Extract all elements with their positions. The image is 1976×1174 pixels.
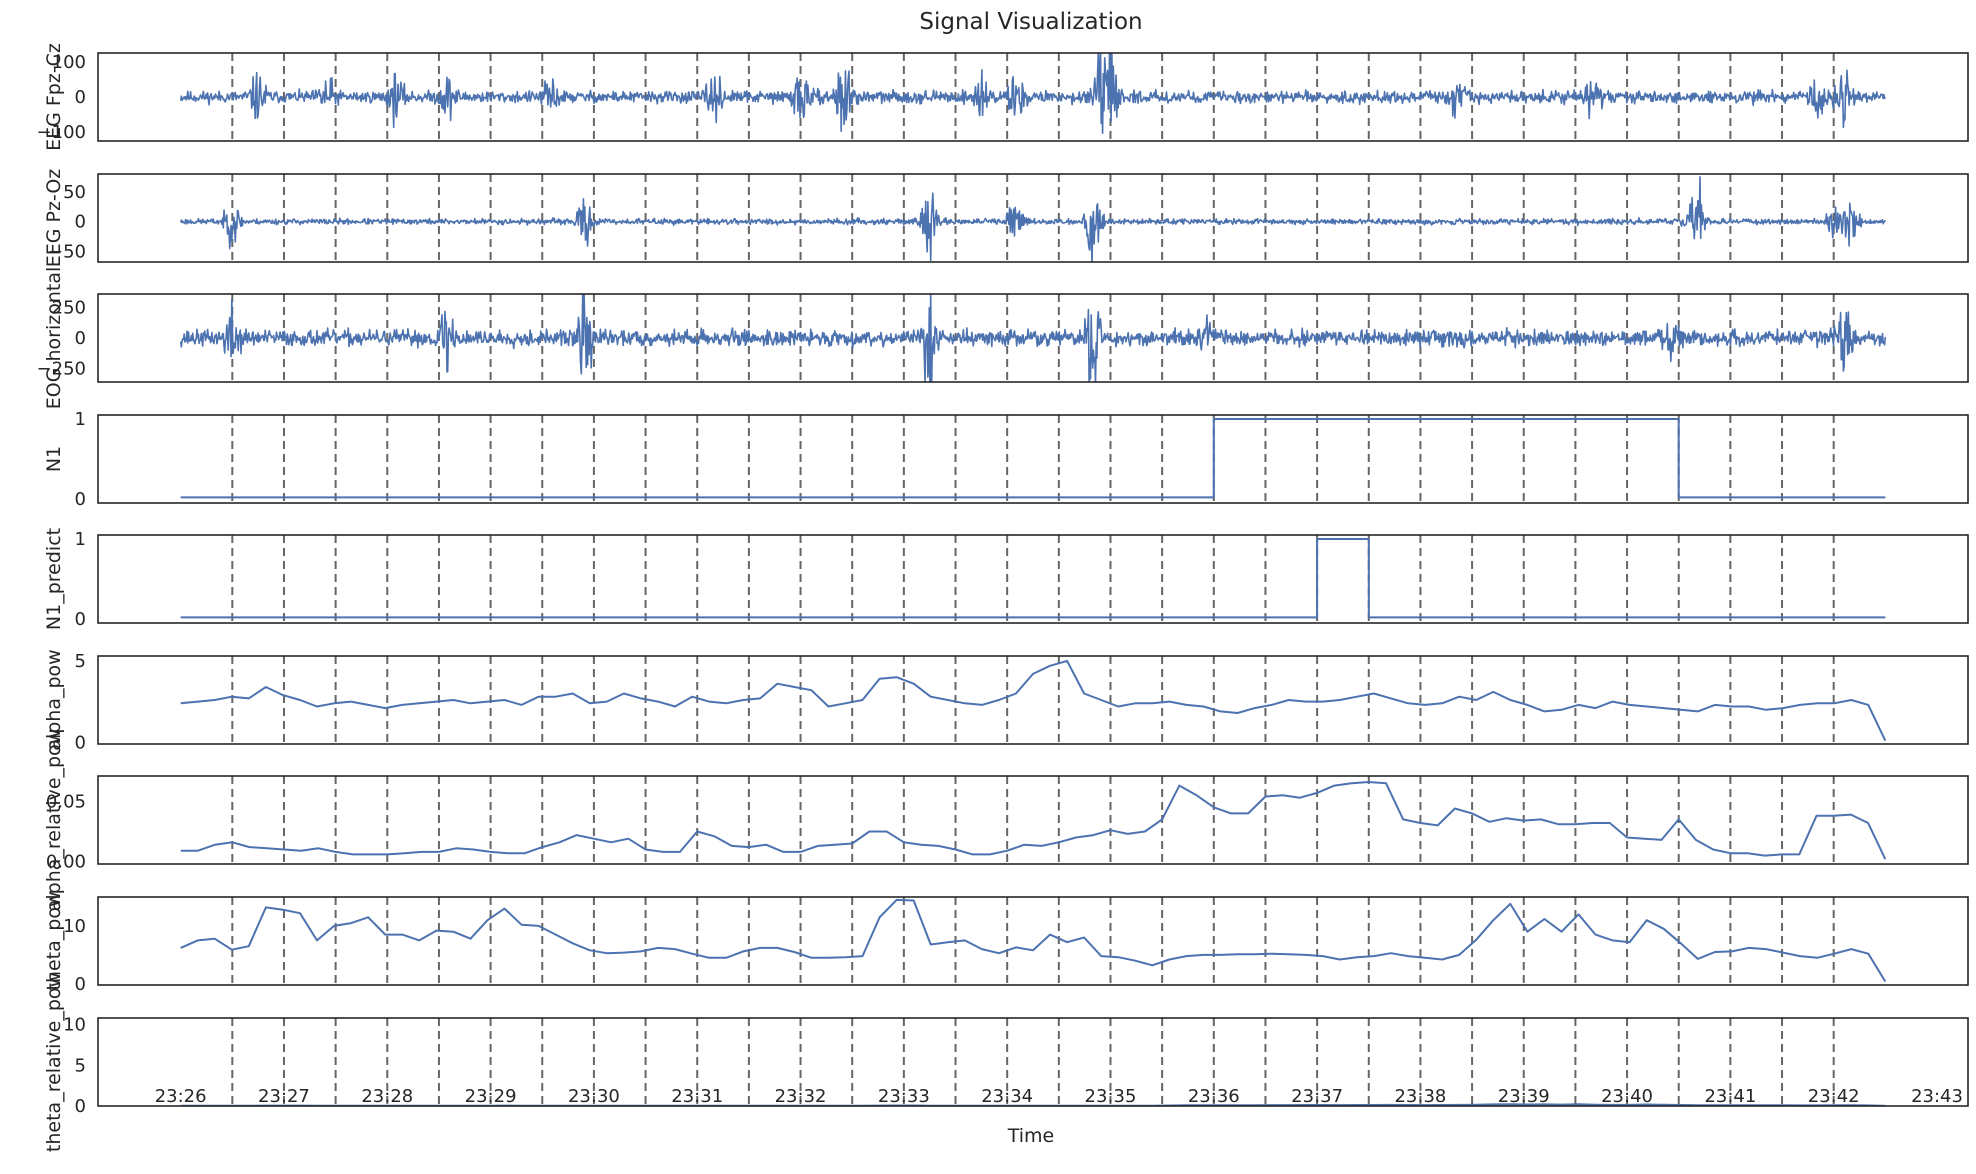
y-axis-label: N1_predict [43, 528, 65, 630]
x-tick-label: 23:38 [1394, 1086, 1446, 1107]
y-axis-label: theta_relative_pow [43, 972, 65, 1152]
y-tick-label: 0 [75, 489, 86, 510]
y-tick-label: 1 [75, 409, 86, 430]
x-tick-label: 23:37 [1291, 1086, 1343, 1107]
axes-frame [98, 415, 1968, 503]
x-tick-label: 23:31 [671, 1086, 723, 1107]
axes-frame [98, 656, 1968, 744]
x-tick-label: 23:40 [1601, 1086, 1653, 1107]
signal-trace [181, 177, 1886, 265]
y-tick-label: 10 [63, 916, 86, 937]
x-tick-label: 23:30 [568, 1086, 620, 1107]
x-tick-label: 23:34 [981, 1086, 1033, 1107]
x-tick-label: 23:42 [1808, 1086, 1860, 1107]
y-tick-label: 0 [75, 609, 86, 630]
axes-frame [98, 897, 1968, 985]
x-tick-label: 23:32 [775, 1086, 827, 1107]
y-tick-label: 5 [75, 651, 86, 672]
figure-title: Signal Visualization [919, 9, 1142, 35]
y-tick-label: 0 [75, 1096, 86, 1117]
signal-trace [181, 291, 1886, 404]
axes-frame [98, 776, 1968, 864]
y-tick-label: 1 [75, 529, 86, 550]
y-tick-label: 0 [75, 87, 86, 108]
y-tick-label: 0 [75, 212, 86, 233]
y-tick-label: 50 [63, 182, 86, 203]
signal-trace [181, 419, 1886, 497]
x-tick-label: 23:35 [1085, 1086, 1137, 1107]
y-axis-label: EEG Fpz-Cz [43, 43, 65, 151]
x-tick-label: 23:27 [258, 1086, 310, 1107]
signal-trace [181, 35, 1886, 134]
x-tick-label: 23:29 [465, 1086, 517, 1107]
y-tick-label: 0 [75, 974, 86, 995]
signal-trace [181, 661, 1886, 741]
y-tick-label: 0 [75, 328, 86, 349]
x-tick-label: 23:36 [1188, 1086, 1240, 1107]
x-axis-label: Time [1007, 1125, 1055, 1147]
y-axis-label: EEG Pz-Oz [43, 169, 65, 268]
y-axis-label: EOG horizontal [43, 267, 65, 410]
x-tick-label: 23:26 [155, 1086, 207, 1107]
x-tick-label: 23:33 [878, 1086, 930, 1107]
y-axis-label: alpha_relative_pow [43, 729, 65, 912]
subplot-n1: 1 0 N1 [43, 409, 1968, 510]
x-tick-label: 23:41 [1704, 1086, 1756, 1107]
y-tick-label: 10 [63, 1015, 86, 1036]
subplot-theta-relative-pow: 10 5 0 theta_relative_pow [43, 972, 1968, 1152]
signal-trace [181, 900, 1886, 982]
x-tick-label: 23:39 [1498, 1086, 1550, 1107]
y-tick-label: 5 [75, 1055, 86, 1076]
signal-trace [181, 539, 1886, 617]
y-tick-label: 0 [75, 732, 86, 753]
x-tick-label: 23:28 [361, 1086, 413, 1107]
subplot-n1-predict: 1 0 N1_predict [43, 528, 1968, 630]
signal-trace [181, 782, 1886, 859]
x-tick-label: 23:43 [1911, 1086, 1963, 1107]
axes-frame [98, 535, 1968, 623]
y-axis-label: N1 [43, 446, 65, 472]
